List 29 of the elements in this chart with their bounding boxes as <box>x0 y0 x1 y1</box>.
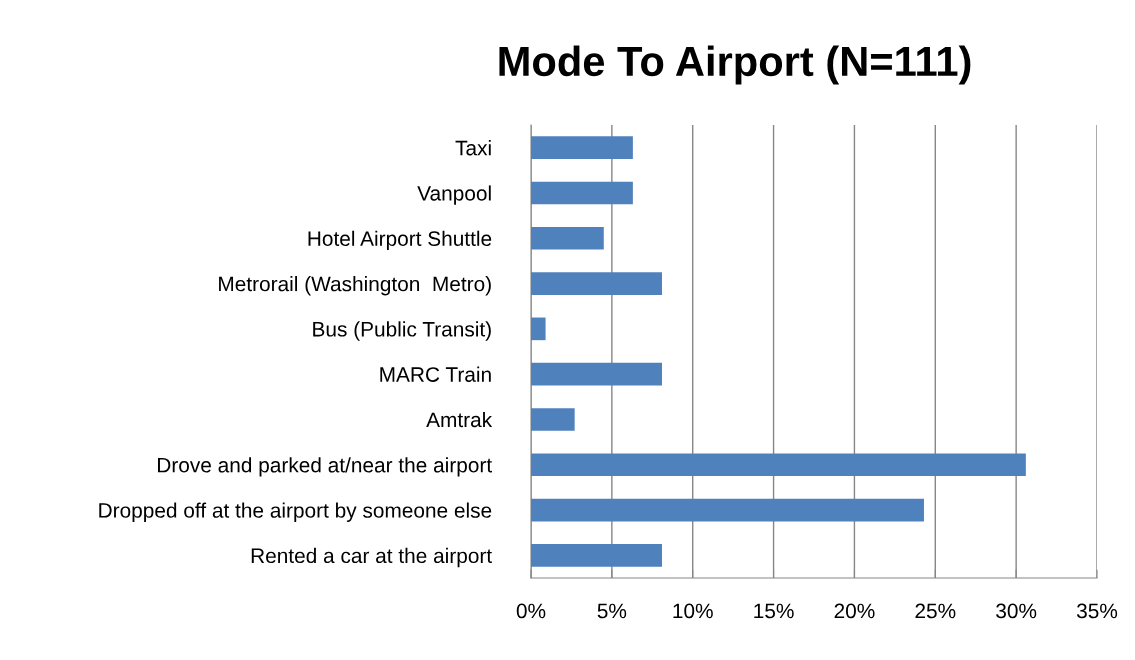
y-tick-label: Vanpool <box>417 185 491 205</box>
bar <box>531 408 575 431</box>
y-tick-label: Bus (Public Transit) <box>313 321 491 341</box>
y-tick-label: Drove and parked at/near the airport <box>158 457 492 477</box>
bar <box>531 226 604 250</box>
bar <box>531 362 662 386</box>
bar <box>531 453 1026 477</box>
chart-title: Mode To Airport (N=111) <box>499 45 971 85</box>
y-tick-label: Hotel Airport Shuttle <box>308 230 492 251</box>
bar <box>531 498 924 522</box>
x-tick-label: 20% <box>834 603 875 619</box>
x-tick-label: 5% <box>597 603 627 619</box>
y-tick-label: MARC Train <box>380 366 491 382</box>
y-tick-label: Amtrak <box>426 411 493 428</box>
y-tick-label: Taxi <box>455 140 491 156</box>
y-tick-label: Rented a car at the airport <box>251 547 492 568</box>
y-tick-label: Dropped off at the airport by someone else <box>99 502 492 522</box>
bar <box>531 181 633 205</box>
bar <box>531 272 662 295</box>
x-tick-label: 0% <box>516 603 546 619</box>
x-tick-label: 15% <box>754 603 794 619</box>
x-tick-label: 30% <box>996 603 1037 619</box>
bar <box>531 544 662 567</box>
bar <box>531 317 546 341</box>
x-tick-label: 10% <box>673 603 713 619</box>
x-tick-label: 35% <box>1076 603 1118 619</box>
x-tick-label: 25% <box>915 603 956 619</box>
y-tick-label: Metrorail (Washington Metro) <box>219 276 491 296</box>
bar <box>531 136 633 159</box>
